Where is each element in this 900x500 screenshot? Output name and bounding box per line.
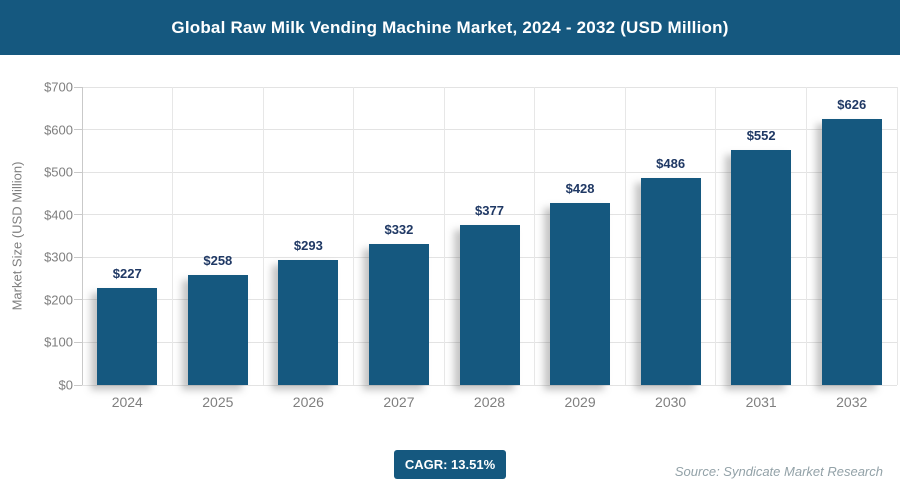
y-gridline xyxy=(82,384,897,386)
y-tick-mark xyxy=(74,129,82,131)
x-gridline xyxy=(262,87,264,385)
y-tick-mark xyxy=(74,384,82,386)
y-gridline xyxy=(82,86,897,88)
bar-2030 xyxy=(640,178,701,385)
y-tick-label: $200 xyxy=(44,292,73,308)
x-tick-label: 2031 xyxy=(745,394,777,410)
y-tick-mark xyxy=(74,171,82,173)
y-tick-label: $100 xyxy=(44,334,73,350)
y-tick-label: $0 xyxy=(58,377,73,393)
x-tick-label: 2025 xyxy=(202,394,234,410)
x-gridline xyxy=(443,87,445,385)
bar-2027 xyxy=(368,243,429,385)
bar-value-label: $377 xyxy=(475,202,504,218)
bar-2029 xyxy=(550,202,611,385)
x-tick-label: 2026 xyxy=(292,394,324,410)
y-tick-label: $300 xyxy=(44,249,73,265)
bar-2025 xyxy=(187,275,248,385)
bar-value-label: $332 xyxy=(384,221,414,237)
x-tick-label: 2028 xyxy=(473,394,506,410)
x-gridline xyxy=(172,87,174,385)
y-tick-mark xyxy=(74,299,82,301)
y-tick-label: $700 xyxy=(44,79,73,95)
y-gridline xyxy=(82,129,897,131)
bar-2028 xyxy=(459,224,520,385)
y-axis-title: Market Size (USD Million) xyxy=(9,161,25,311)
y-tick-label: $600 xyxy=(44,122,73,138)
bar-2031 xyxy=(731,150,792,385)
y-tick-mark xyxy=(74,341,82,343)
bar-value-label: $486 xyxy=(656,156,686,172)
bar-value-label: $258 xyxy=(203,253,233,269)
x-tick-label: 2032 xyxy=(836,394,868,410)
x-gridline xyxy=(805,87,807,385)
x-tick-label: 2029 xyxy=(564,394,596,410)
chart-title-bar: Global Raw Milk Vending Machine Market, … xyxy=(0,0,900,55)
y-axis-line xyxy=(82,87,83,385)
source-label: Source: Syndicate Market Research xyxy=(674,464,883,479)
bar-2024 xyxy=(97,288,158,385)
x-gridline xyxy=(896,87,898,385)
y-tick-mark xyxy=(74,214,82,216)
x-tick-label: 2027 xyxy=(383,394,415,410)
bar-2026 xyxy=(278,260,339,385)
y-tick-label: $500 xyxy=(44,164,73,180)
x-gridline xyxy=(353,87,355,385)
bar-value-label: $552 xyxy=(746,128,776,144)
chart-title: Global Raw Milk Vending Machine Market, … xyxy=(171,17,729,37)
y-gridline xyxy=(82,214,897,216)
x-gridline xyxy=(624,87,626,385)
plot-area: $0 $100 $200 $300 $400 $500 $600 $700 $227 2024 $2… xyxy=(44,80,898,410)
bar-value-label: $428 xyxy=(565,180,595,196)
x-tick-label: 2024 xyxy=(111,394,143,410)
bar-value-label: $227 xyxy=(112,266,142,282)
x-tick-label: 2030 xyxy=(655,394,687,410)
x-gridline xyxy=(534,87,536,385)
bar-2032 xyxy=(821,118,882,385)
bar-value-label: $626 xyxy=(837,96,867,112)
cagr-badge: CAGR: 13.51% xyxy=(394,450,506,479)
bar-value-label: $293 xyxy=(293,238,323,254)
y-tick-label: $400 xyxy=(44,207,73,223)
y-tick-mark xyxy=(74,86,82,88)
y-gridline xyxy=(82,171,897,173)
x-gridline xyxy=(715,87,717,385)
y-tick-mark xyxy=(74,256,82,258)
